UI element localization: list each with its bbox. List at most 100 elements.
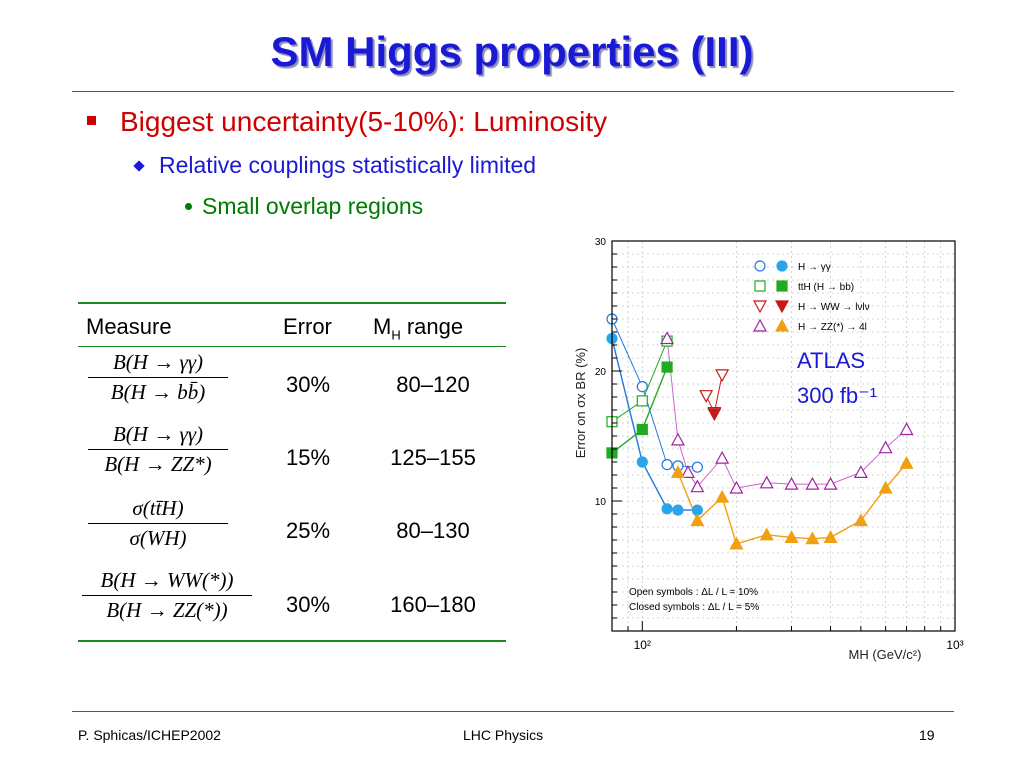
chart-ticks: 10 20 30 10² 10³ (595, 237, 964, 652)
table-bottom-rule (78, 640, 506, 642)
data-point-closed (715, 489, 730, 503)
x-tick-label: 10³ (946, 638, 963, 652)
x-axis-label: MH (GeV/c²) (849, 647, 922, 662)
bullet-level2-text: Relative couplings statistically limited (159, 152, 537, 178)
data-point-open (715, 369, 730, 383)
legend-marker-open (754, 280, 766, 292)
data-point-closed (805, 531, 820, 545)
footer-right: 19 (919, 727, 935, 743)
data-point-open (878, 440, 893, 454)
data-point-closed (853, 513, 868, 527)
legend-label: H → ZZ(*) → 4l (798, 322, 867, 333)
data-point-open (636, 381, 648, 393)
legend-marker-closed (774, 318, 790, 332)
data-point-open (660, 331, 675, 345)
plot-frame (611, 240, 956, 632)
header-error: Error (283, 314, 332, 339)
data-point-open (805, 476, 820, 490)
table-row-3-measure: σ(tt̄H) σ(WH) (88, 496, 228, 551)
bullet-level3: Small overlap regions (185, 193, 423, 220)
table-row-1-measure: B(H → γγ) B(H → bb̄) (88, 350, 228, 405)
bullet-level2: Relative couplings statistically limited (133, 152, 537, 179)
y-tick-label: 20 (595, 367, 607, 378)
y-tick-label: 30 (595, 237, 607, 248)
fraction-bar (88, 377, 228, 378)
table-top-rule (78, 302, 506, 304)
table-row-4-error: 30% (285, 592, 331, 617)
table-header-rule (78, 346, 506, 347)
fraction-denominator: σ(WH) (129, 526, 187, 550)
data-point-closed (759, 527, 774, 541)
data-point-open (670, 432, 685, 446)
fraction-numerator: B(H → γγ) (112, 422, 204, 446)
data-point-open (759, 475, 774, 489)
higgs-error-chart: 10 20 30 10² 10³ Error on σx BR (%) MH (GeV/… (565, 233, 985, 663)
header-mh-main: M (373, 314, 392, 339)
table-row-1-range: 80–120 (396, 372, 470, 397)
data-point-closed (661, 503, 673, 515)
footer-rule (72, 711, 954, 712)
header-mh-suffix: range (400, 314, 464, 339)
data-point-closed (823, 530, 838, 543)
slide-title: SM Higgs properties (III) (270, 28, 754, 75)
fraction-numerator: B(H → WW(*)) (100, 568, 234, 592)
header-mh-range: MH range (373, 314, 463, 342)
chart-background (565, 233, 985, 663)
legend-marker-open (752, 318, 768, 332)
legend-marker-closed (776, 260, 788, 272)
data-point-closed (690, 513, 705, 527)
data-point-open (899, 422, 914, 436)
table-row-1-error: 30% (285, 372, 331, 397)
data-point-closed (636, 456, 648, 468)
square-bullet-icon (87, 116, 96, 126)
data-point-closed (784, 530, 799, 543)
data-point-open (729, 480, 744, 494)
diamond-bullet-icon (133, 160, 145, 172)
header-measure: Measure (86, 314, 172, 339)
fraction-bar (82, 595, 252, 596)
x-tick-label: 10² (634, 638, 651, 652)
data-point-open (715, 450, 730, 464)
bullet-level3-text: Small overlap regions (202, 193, 424, 219)
legend-label: H → WW → lνlν (798, 302, 870, 313)
table-row-4-measure: B(H → WW(*)) B(H → ZZ(*)) (82, 568, 252, 623)
fraction-denominator: B(H → ZZ*) (104, 452, 212, 476)
data-point-open (636, 395, 648, 407)
fraction-denominator: B(H → bb̄) (110, 380, 206, 404)
data-point-open (690, 479, 705, 493)
table-row-3-error: 25% (285, 518, 331, 543)
table-row-3-range: 80–130 (396, 518, 470, 543)
data-point-closed (707, 408, 722, 422)
data-point-closed (661, 361, 673, 373)
legend-label: ttH (H → bb) (798, 282, 854, 293)
legend-marker-closed (776, 280, 788, 292)
header-mh-sub: H (391, 327, 401, 343)
footer-center: LHC Physics (463, 727, 544, 743)
data-point-closed (899, 456, 914, 469)
data-point-open (853, 465, 868, 478)
data-point-closed (636, 423, 648, 436)
luminosity-label: 300 fb⁻¹ (797, 383, 877, 408)
legend-marker-closed (774, 300, 790, 314)
data-point-open (784, 476, 799, 490)
fraction-denominator: B(H → ZZ(*)) (106, 598, 228, 622)
fraction-bar (88, 449, 228, 450)
bullet-level1: Biggest uncertainty(5-10%): Luminosity (87, 106, 607, 138)
table-row-2-range: 125–155 (390, 445, 476, 470)
table-row-4-range: 160–180 (390, 592, 476, 617)
fraction-bar (88, 523, 228, 524)
legend-marker-open (754, 260, 766, 272)
data-point-closed (672, 504, 684, 516)
measurement-table: Measure Error MH range B(H → γγ) B(H → bb… (78, 300, 506, 645)
y-tick-label: 10 (595, 497, 607, 508)
table-row-2-measure: B(H → γγ) B(H → ZZ*) (88, 422, 228, 477)
y-axis-label: Error on σx BR (%) (573, 348, 588, 459)
data-point-open (680, 465, 696, 478)
data-point-open (823, 476, 838, 490)
data-point-closed (670, 465, 685, 478)
bullet-level1-text: Biggest uncertainty(5-10%): Luminosity (120, 106, 608, 137)
chart-grid (612, 241, 955, 631)
legend-closed-symbols-note: Closed symbols : ΔL / L = 5% (629, 602, 759, 613)
legend-label: H → γγ (798, 262, 831, 273)
table-row-2-error: 15% (285, 445, 331, 470)
